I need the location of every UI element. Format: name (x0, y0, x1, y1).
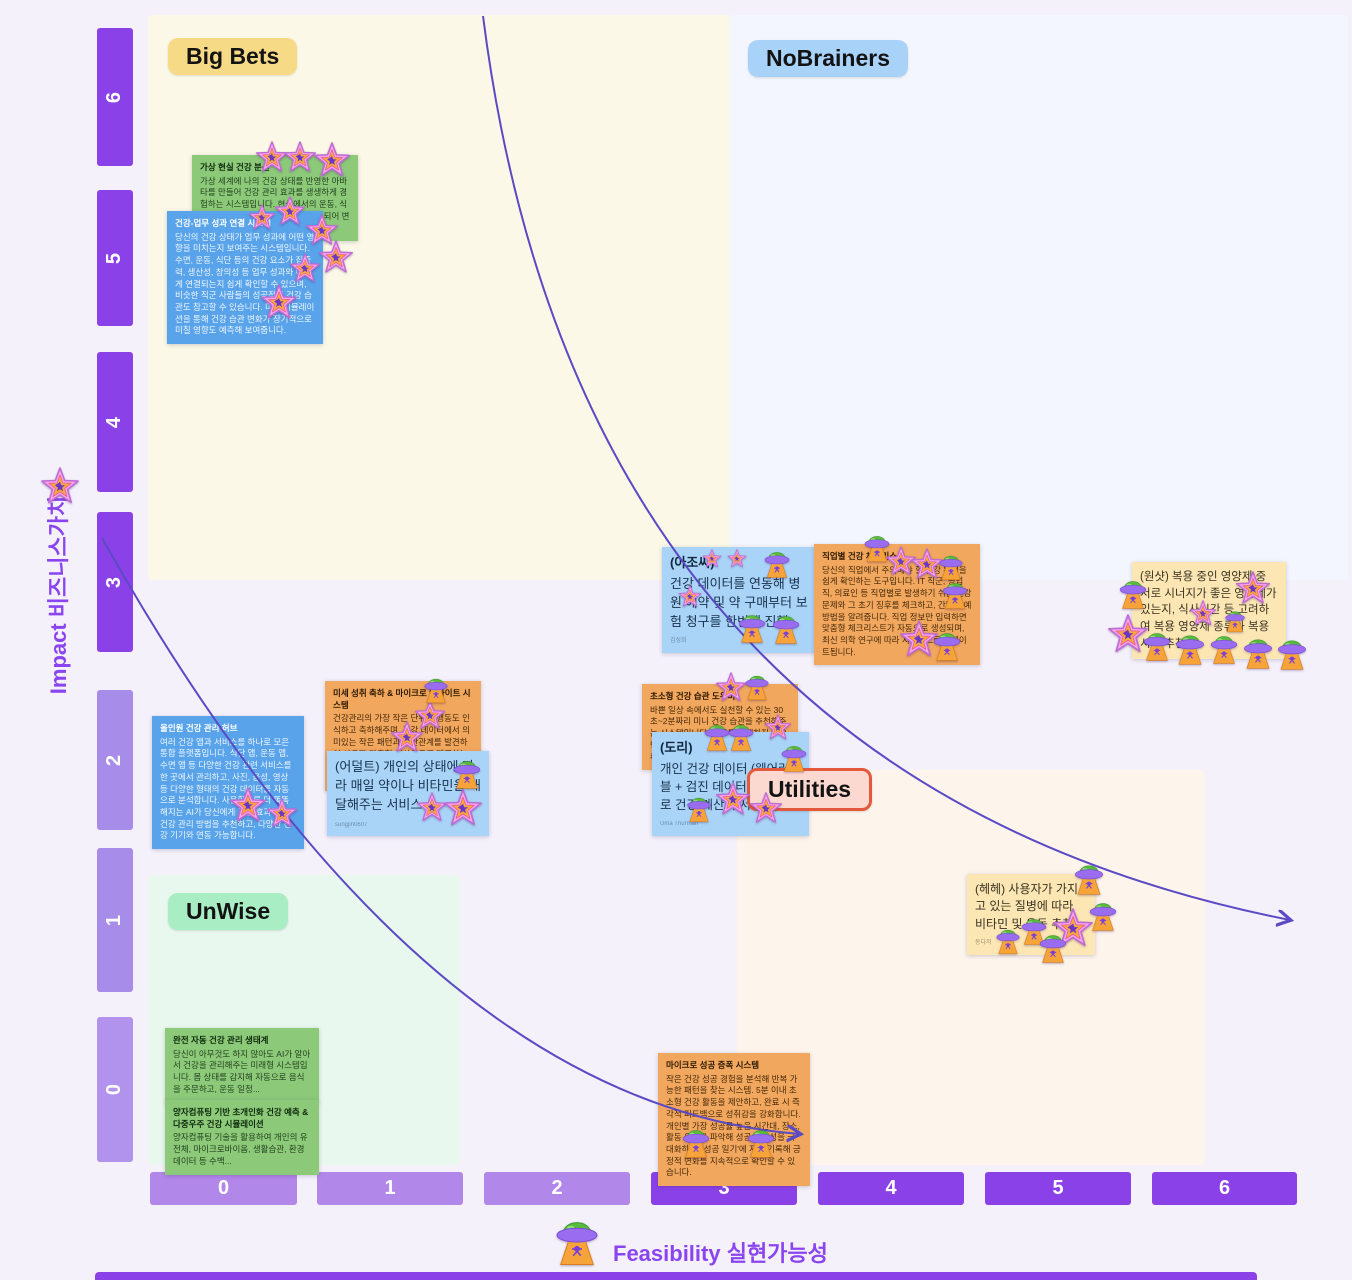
x-tick-2: 2 (484, 1172, 630, 1205)
chip-big-bets[interactable]: Big Bets (168, 38, 298, 75)
ufo-sticker[interactable] (931, 630, 963, 662)
star-sticker[interactable] (313, 142, 351, 180)
star-sticker[interactable] (702, 549, 722, 569)
ufo-sticker[interactable] (685, 795, 713, 823)
x-tick-0: 0 (150, 1172, 297, 1205)
y-tick-1-label: 1 (103, 914, 126, 926)
star-sticker[interactable] (266, 798, 298, 830)
note-title: 미세 성취 축하 & 마이크로 인사이트 시스템 (333, 688, 471, 710)
y-tick-0: 0 (97, 1017, 133, 1162)
star-sticker[interactable] (1189, 600, 1217, 628)
star-sticker[interactable] (749, 792, 783, 826)
ufo-sticker[interactable] (680, 1127, 712, 1159)
ufo-sticker[interactable] (1087, 900, 1119, 932)
y-tick-4-label: 4 (103, 416, 126, 428)
ufo-sticker[interactable] (1037, 932, 1069, 964)
y-tick-3-label: 3 (103, 576, 126, 588)
ufo-sticker[interactable] (736, 612, 768, 644)
note-full-auto-ecosystem[interactable]: 완전 자동 건강 관리 생태계 당신이 아무것도 하지 않아도 AI가 알아서 … (165, 1028, 319, 1103)
x-tick-4: 4 (818, 1172, 964, 1205)
y-tick-5: 5 (97, 190, 133, 326)
y-tick-2: 2 (97, 690, 133, 830)
x-tick-1: 1 (317, 1172, 463, 1205)
star-sticker[interactable] (727, 549, 747, 569)
y-axis-label: Impact 비즈니스가치 (46, 495, 71, 695)
x-axis-label: Feasibility 실현가능성 (613, 1241, 828, 1266)
y-tick-5-label: 5 (103, 252, 126, 264)
ufo-sticker[interactable] (762, 549, 792, 579)
x-tick-6: 6 (1152, 1172, 1297, 1205)
ufo-sticker[interactable] (745, 1127, 777, 1159)
star-sticker[interactable] (678, 585, 702, 609)
chip-unwise[interactable]: UnWise (168, 893, 289, 930)
x-tick-1-label: 1 (384, 1177, 396, 1199)
star-sticker[interactable] (443, 789, 483, 829)
ufo-sticker[interactable] (726, 722, 756, 752)
clipped-tick-bar (95, 1272, 1257, 1280)
ufo-sticker[interactable] (770, 613, 802, 645)
ufo-sticker[interactable] (1223, 609, 1247, 633)
ufo-sticker[interactable] (1173, 632, 1207, 666)
star-sticker[interactable] (1235, 571, 1271, 607)
y-tick-0-label: 0 (103, 1083, 126, 1096)
y-tick-6: 6 (97, 28, 133, 166)
note-body: 당신이 아무것도 하지 않아도 AI가 알아서 건강을 관리해주는 미래형 시스… (173, 1048, 311, 1094)
note-body: 양자컴퓨팅 기술을 활용하여 개인의 유전체, 마이크로바이옴, 생활습관, 환… (173, 1132, 308, 1166)
ufo-sticker[interactable] (451, 758, 483, 790)
x-tick-0-label: 0 (217, 1177, 230, 1199)
note-micro-success-amplifier[interactable]: 마이크로 성공 증폭 시스템 작은 건강 성공 경험을 분석해 반복 가능한 패… (658, 1053, 810, 1187)
ufo-sticker[interactable] (994, 927, 1022, 955)
star-sticker[interactable] (390, 721, 424, 755)
note-title: 양자컴퓨팅 기반 초개인화 건강 예측 & 다중우주 건강 시뮬레이션 (173, 1107, 309, 1129)
ufo-sticker[interactable] (779, 743, 809, 773)
note-body: 당신의 건강 상태가 업무 성과에 어떤 영향을 미치는지 보여주는 시스템입니… (175, 231, 315, 336)
ufo-sticker[interactable] (1141, 630, 1173, 662)
note-health-work-link[interactable]: 건강-업무 성과 연결 시스템 당신의 건강 상태가 업무 성과에 어떤 영향을… (167, 211, 323, 345)
y-tick-1: 1 (97, 848, 133, 992)
star-sticker[interactable] (289, 253, 321, 285)
x-tick-4-label: 4 (885, 1177, 897, 1199)
x-tick-5: 5 (985, 1172, 1131, 1205)
quadrant-nobrainers (730, 15, 1348, 580)
note-author: 동다저 (975, 940, 992, 947)
x-tick-5-label: 5 (1052, 1177, 1064, 1199)
star-sticker[interactable] (715, 782, 751, 818)
ufo-sticker[interactable] (1275, 637, 1309, 671)
y-tick-4: 4 (97, 352, 133, 492)
star-sticker[interactable] (229, 787, 267, 825)
ufo-sticker[interactable] (422, 676, 450, 704)
ufo-sticker[interactable] (1208, 633, 1240, 665)
ufo-sticker[interactable] (940, 580, 970, 610)
x-tick-6-label: 6 (1218, 1177, 1231, 1199)
star-sticker[interactable] (318, 240, 354, 276)
star-sticker[interactable] (40, 467, 80, 507)
x-tick-3-label: 3 (718, 1177, 730, 1199)
ufo-sticker[interactable] (937, 553, 965, 581)
ufo-sticker[interactable] (1072, 862, 1106, 896)
note-title: 마이크로 성공 증폭 시스템 (666, 1060, 760, 1070)
star-sticker[interactable] (260, 284, 298, 322)
y-tick-3: 3 (97, 512, 133, 652)
x-tick-2-label: 2 (551, 1177, 563, 1199)
ufo-sticker[interactable] (1117, 578, 1149, 610)
note-quantum-simulation[interactable]: 양자컴퓨팅 기반 초개인화 건강 예측 & 다중우주 건강 시뮬레이션 양자컴퓨… (165, 1100, 319, 1175)
note-title: 건강-업무 성과 연결 시스템 (175, 218, 271, 228)
ufo-sticker[interactable] (743, 673, 771, 701)
y-tick-6-label: 6 (103, 91, 126, 103)
chip-nobrainers[interactable]: NoBrainers (748, 40, 908, 77)
ufo-sticker[interactable] (1241, 636, 1275, 670)
note-title: 완전 자동 건강 관리 생태계 (173, 1035, 269, 1045)
ufo-sticker[interactable] (552, 1217, 602, 1267)
star-sticker[interactable] (764, 714, 792, 742)
ufo-sticker[interactable] (862, 533, 892, 563)
y-tick-2-label: 2 (103, 754, 126, 766)
star-sticker[interactable] (283, 141, 317, 175)
note-title: 올인원 건강 관리 허브 (160, 723, 238, 733)
star-sticker[interactable] (248, 204, 276, 232)
star-sticker[interactable] (274, 196, 306, 228)
note-title: 가상 현실 건강 분신 (200, 162, 270, 172)
